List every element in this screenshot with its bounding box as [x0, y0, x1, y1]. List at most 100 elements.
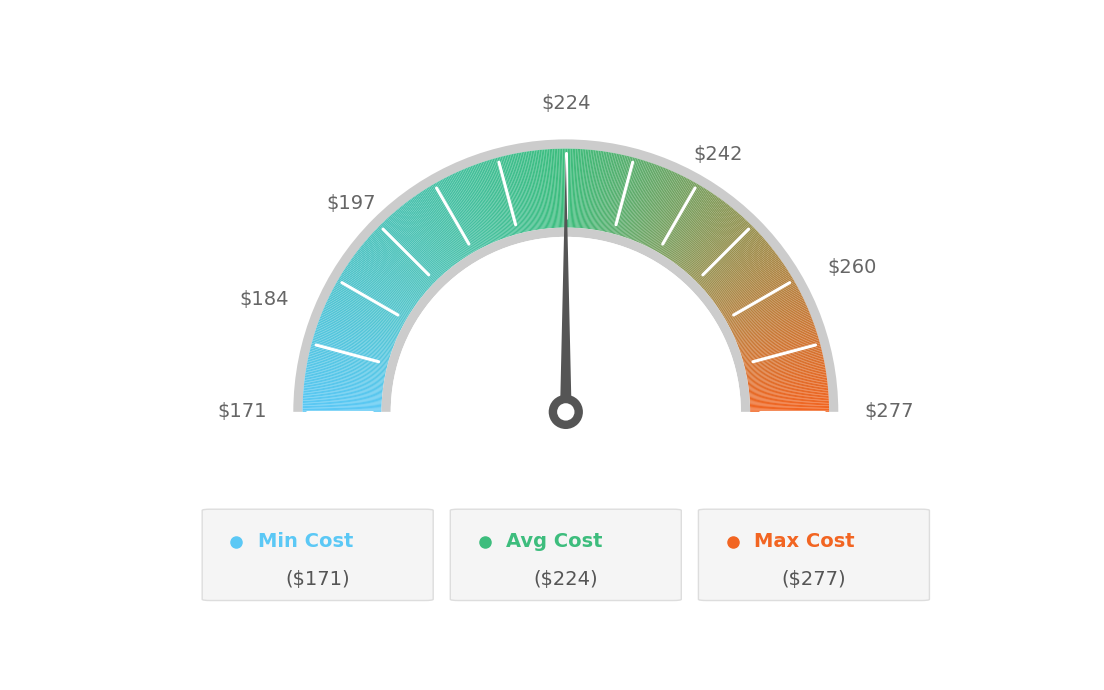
Wedge shape	[726, 282, 796, 322]
Wedge shape	[733, 303, 806, 337]
Wedge shape	[675, 199, 722, 264]
Wedge shape	[437, 181, 477, 251]
Wedge shape	[393, 213, 446, 273]
Wedge shape	[609, 156, 629, 233]
Wedge shape	[737, 318, 813, 347]
Wedge shape	[657, 183, 697, 252]
Wedge shape	[466, 168, 497, 241]
Wedge shape	[611, 157, 631, 233]
Wedge shape	[677, 202, 725, 266]
Wedge shape	[623, 161, 649, 237]
Wedge shape	[359, 248, 422, 298]
Wedge shape	[690, 218, 745, 277]
Wedge shape	[488, 160, 512, 236]
Wedge shape	[614, 158, 636, 235]
Wedge shape	[619, 160, 644, 236]
Wedge shape	[309, 351, 386, 371]
Wedge shape	[305, 375, 383, 388]
Wedge shape	[728, 285, 797, 324]
Wedge shape	[304, 392, 382, 400]
Wedge shape	[737, 317, 811, 346]
Wedge shape	[534, 150, 545, 229]
Wedge shape	[713, 253, 777, 302]
Wedge shape	[622, 161, 647, 237]
Wedge shape	[750, 386, 828, 395]
Wedge shape	[302, 400, 382, 405]
Wedge shape	[371, 234, 429, 288]
Wedge shape	[538, 150, 548, 228]
Wedge shape	[714, 256, 778, 304]
Wedge shape	[514, 153, 531, 231]
Wedge shape	[499, 157, 520, 234]
Wedge shape	[750, 404, 829, 407]
Wedge shape	[347, 264, 413, 309]
Wedge shape	[517, 153, 532, 231]
Wedge shape	[699, 229, 756, 285]
Circle shape	[558, 403, 574, 421]
Wedge shape	[747, 371, 826, 384]
Wedge shape	[363, 243, 425, 295]
Wedge shape	[723, 274, 790, 316]
Wedge shape	[533, 150, 544, 229]
Wedge shape	[379, 226, 435, 282]
Wedge shape	[319, 318, 394, 347]
Wedge shape	[571, 149, 574, 228]
Wedge shape	[463, 169, 495, 242]
Wedge shape	[599, 153, 615, 231]
Wedge shape	[302, 399, 382, 404]
Text: Min Cost: Min Cost	[257, 532, 353, 551]
Wedge shape	[750, 392, 828, 400]
Wedge shape	[651, 179, 690, 249]
Wedge shape	[431, 186, 473, 254]
Wedge shape	[388, 217, 443, 276]
Wedge shape	[624, 162, 650, 237]
Wedge shape	[302, 394, 382, 400]
Wedge shape	[749, 374, 827, 386]
Text: ($171): ($171)	[285, 570, 350, 589]
Wedge shape	[707, 243, 768, 295]
Wedge shape	[346, 266, 412, 311]
Wedge shape	[421, 191, 465, 258]
Wedge shape	[376, 228, 434, 284]
Wedge shape	[700, 232, 758, 286]
Wedge shape	[627, 164, 655, 239]
Wedge shape	[503, 156, 523, 233]
Wedge shape	[554, 149, 559, 228]
Wedge shape	[433, 184, 474, 253]
Wedge shape	[373, 232, 432, 286]
Wedge shape	[323, 307, 396, 339]
Wedge shape	[577, 149, 584, 228]
Wedge shape	[655, 181, 694, 251]
Wedge shape	[449, 175, 486, 246]
Wedge shape	[491, 159, 514, 235]
Wedge shape	[417, 193, 464, 259]
Wedge shape	[353, 255, 418, 303]
Wedge shape	[489, 159, 513, 235]
Wedge shape	[470, 166, 500, 240]
Wedge shape	[747, 369, 826, 383]
Wedge shape	[367, 239, 427, 292]
Wedge shape	[372, 233, 431, 288]
Wedge shape	[741, 331, 817, 356]
Wedge shape	[326, 303, 399, 337]
Wedge shape	[544, 149, 552, 228]
Wedge shape	[394, 211, 446, 272]
Wedge shape	[588, 150, 601, 229]
Wedge shape	[357, 250, 421, 300]
Wedge shape	[730, 291, 800, 328]
Wedge shape	[605, 155, 624, 232]
Wedge shape	[613, 157, 635, 234]
Wedge shape	[455, 172, 489, 245]
Wedge shape	[311, 345, 388, 366]
Wedge shape	[312, 337, 389, 360]
Wedge shape	[692, 220, 747, 278]
Wedge shape	[304, 384, 383, 393]
Wedge shape	[650, 178, 688, 249]
Text: $171: $171	[217, 402, 267, 422]
Wedge shape	[716, 262, 783, 307]
Wedge shape	[485, 161, 510, 237]
Wedge shape	[330, 294, 401, 331]
Wedge shape	[347, 265, 413, 310]
Wedge shape	[646, 175, 682, 246]
Wedge shape	[615, 158, 638, 235]
